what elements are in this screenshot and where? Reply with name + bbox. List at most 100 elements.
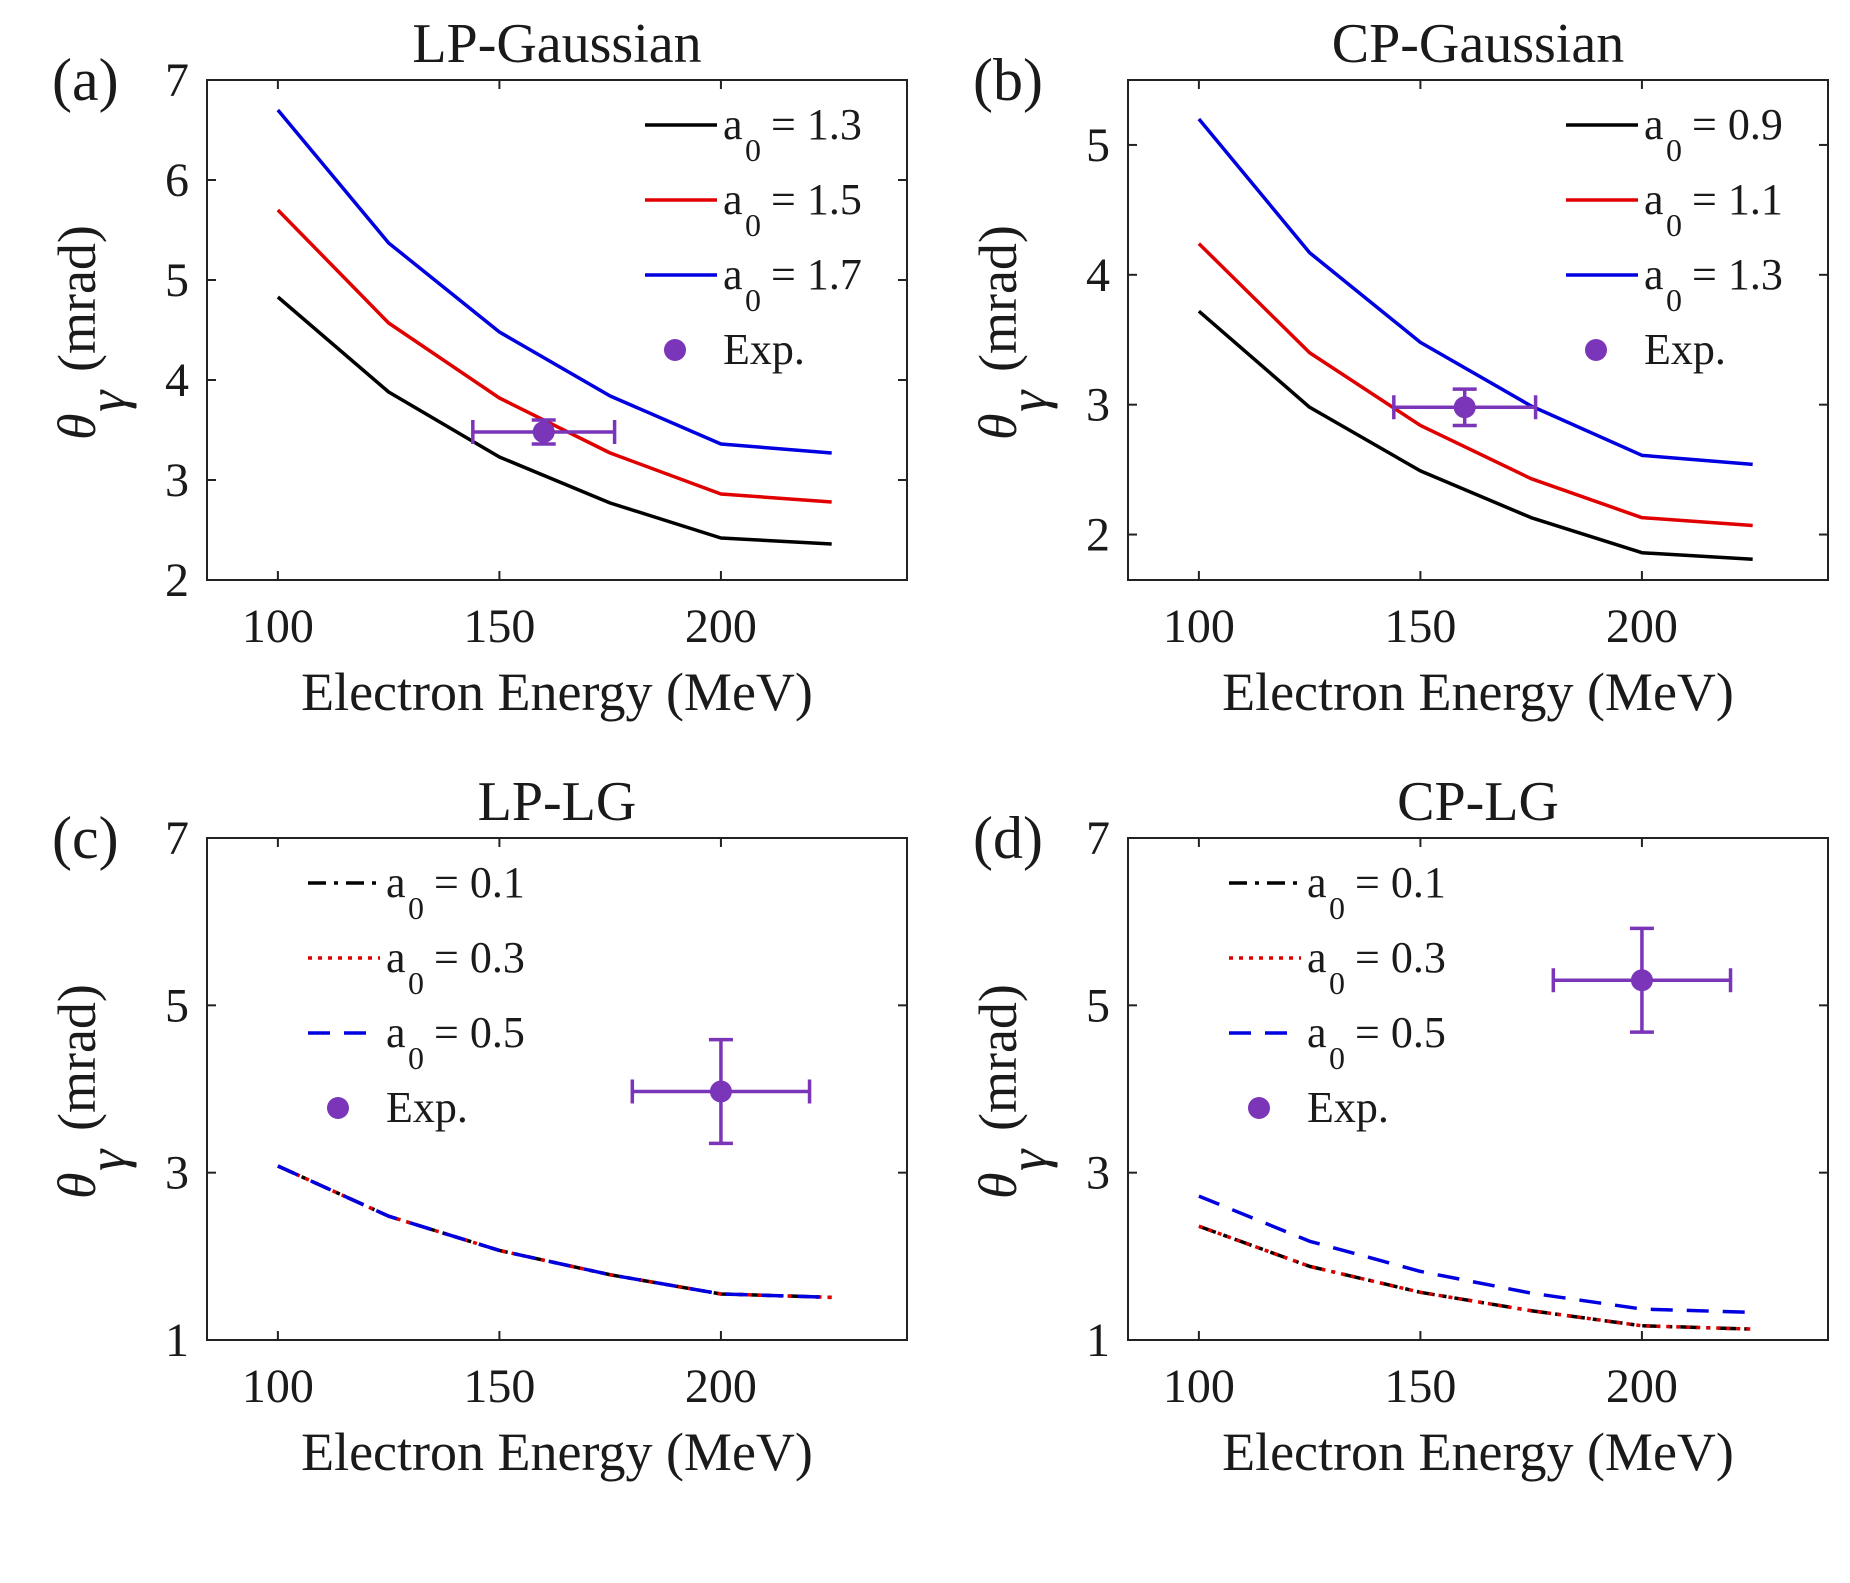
y-tick-label: 3	[165, 454, 189, 507]
legend-label-value: = 1.3	[771, 100, 862, 149]
exp-marker	[1630, 969, 1653, 992]
y-axis-subscript: γ	[998, 389, 1058, 412]
series-line-2	[276, 208, 832, 504]
x-tick-label: 100	[1163, 1360, 1235, 1413]
legend-label-value: = 1.5	[771, 175, 862, 224]
legend-label-sub: 0	[1666, 132, 1682, 168]
legend-label-a: a	[386, 1008, 406, 1057]
y-axis-symbol: θ	[47, 1172, 107, 1199]
series-line-1	[276, 295, 832, 546]
legend-label-a: a	[1644, 175, 1664, 224]
y-tick-label: 2	[165, 554, 189, 607]
legend-exp-label: Exp.	[1644, 325, 1726, 374]
y-tick-label: 6	[165, 154, 189, 207]
exp-point	[1392, 387, 1538, 428]
panel-label: (d)	[973, 805, 1043, 871]
legend-label-value: = 0.1	[1355, 858, 1446, 907]
legend-label-value: = 1.1	[1692, 175, 1783, 224]
legend-label-value: = 0.3	[1355, 933, 1446, 982]
legend-exp-label: Exp.	[723, 325, 805, 374]
series-line-1	[277, 1164, 832, 1300]
legend-exp-label: Exp.	[386, 1083, 468, 1132]
chart-title: CP-Gaussian	[1332, 13, 1624, 75]
series-line-3	[276, 108, 832, 455]
y-axis-symbol: θ	[968, 413, 1028, 440]
x-tick-label: 200	[685, 1360, 757, 1413]
exp-marker	[709, 1080, 732, 1103]
x-tick-label: 100	[242, 1360, 314, 1413]
legend-label-sub: 0	[1666, 282, 1682, 318]
y-tick-label: 5	[1086, 119, 1110, 172]
x-tick-label: 150	[1384, 600, 1456, 653]
series-line-1	[1197, 309, 1753, 561]
legend-label-sub: 0	[1329, 1040, 1345, 1076]
y-axis-label: θγ (mrad)	[968, 225, 1058, 440]
series-line-2	[277, 1164, 832, 1300]
x-tick-label: 150	[463, 600, 535, 653]
y-tick-label: 5	[165, 979, 189, 1032]
legend-label-sub: 0	[1666, 207, 1682, 243]
y-axis-unit: (mrad)	[968, 225, 1028, 372]
legend-label-sub: 0	[408, 1040, 424, 1076]
y-axis-subscript: γ	[77, 389, 137, 412]
y-tick-label: 1	[165, 1314, 189, 1367]
chart-title: LP-LG	[478, 771, 637, 833]
y-axis-unit: (mrad)	[47, 984, 107, 1131]
y-axis-unit: (mrad)	[47, 225, 107, 372]
chart-panel-c: LP-LG (c) 100 150 200 1 3 5 7 Electron Energy (Me…	[47, 771, 908, 1482]
exp-marker	[1453, 396, 1476, 419]
y-axis-subscript: γ	[998, 1148, 1058, 1171]
y-tick-label: 4	[165, 354, 189, 407]
x-tick-label: 150	[463, 1360, 535, 1413]
plot-frame	[1127, 79, 1829, 581]
legend-label-a: a	[386, 933, 406, 982]
x-tick-label: 100	[242, 600, 314, 653]
y-tick-label: 5	[1086, 979, 1110, 1032]
plot-frame	[1127, 837, 1829, 1341]
x-axis-label: Electron Energy (MeV)	[301, 1422, 813, 1482]
y-tick-label: 7	[165, 54, 189, 107]
legend-label-sub: 0	[745, 207, 761, 243]
legend-label-value: = 0.3	[434, 933, 525, 982]
y-tick-label: 1	[1086, 1314, 1110, 1367]
legend-label-sub: 0	[408, 965, 424, 1001]
legend-label-sub: 0	[745, 132, 761, 168]
legend-label-a: a	[1644, 100, 1664, 149]
y-tick-label: 2	[1086, 509, 1110, 562]
series-line-3	[1198, 1194, 1753, 1315]
series-line-1	[1198, 1224, 1753, 1331]
legend-label-value: = 1.3	[1692, 250, 1783, 299]
y-axis-label: θγ (mrad)	[47, 225, 137, 440]
series-line-3	[277, 1164, 832, 1300]
legend-exp-marker	[1585, 339, 1607, 361]
legend-label-a: a	[1307, 858, 1327, 907]
exp-marker	[532, 421, 555, 443]
y-axis-label: θγ (mrad)	[47, 984, 137, 1199]
x-axis-label: Electron Energy (MeV)	[1222, 662, 1734, 722]
legend-exp-marker	[664, 339, 686, 361]
y-tick-label: 3	[1086, 379, 1110, 432]
chart-panel-a: LP-Gaussian (a) 100 150 200 2 3 4 5 6 7 Electron En…	[47, 13, 908, 722]
x-tick-label: 100	[1163, 600, 1235, 653]
chart-title: LP-Gaussian	[412, 13, 701, 75]
y-axis-unit: (mrad)	[968, 984, 1028, 1131]
y-axis-label: θγ (mrad)	[968, 984, 1058, 1199]
y-tick-label: 3	[1086, 1147, 1110, 1200]
legend-label-sub: 0	[408, 890, 424, 926]
panel-label: (a)	[52, 47, 119, 113]
y-tick-label: 3	[165, 1147, 189, 1200]
series-line-2	[1197, 242, 1753, 528]
panel-label: (b)	[973, 47, 1043, 113]
x-axis-label: Electron Energy (MeV)	[301, 662, 813, 722]
legend-label-value: = 1.7	[771, 250, 862, 299]
series-line-3	[1197, 117, 1753, 467]
legend-exp-marker	[1248, 1097, 1270, 1119]
legend-label-a: a	[723, 100, 743, 149]
x-tick-label: 150	[1384, 1360, 1456, 1413]
legend-label-a: a	[1644, 250, 1664, 299]
legend-label-a: a	[1307, 933, 1327, 982]
